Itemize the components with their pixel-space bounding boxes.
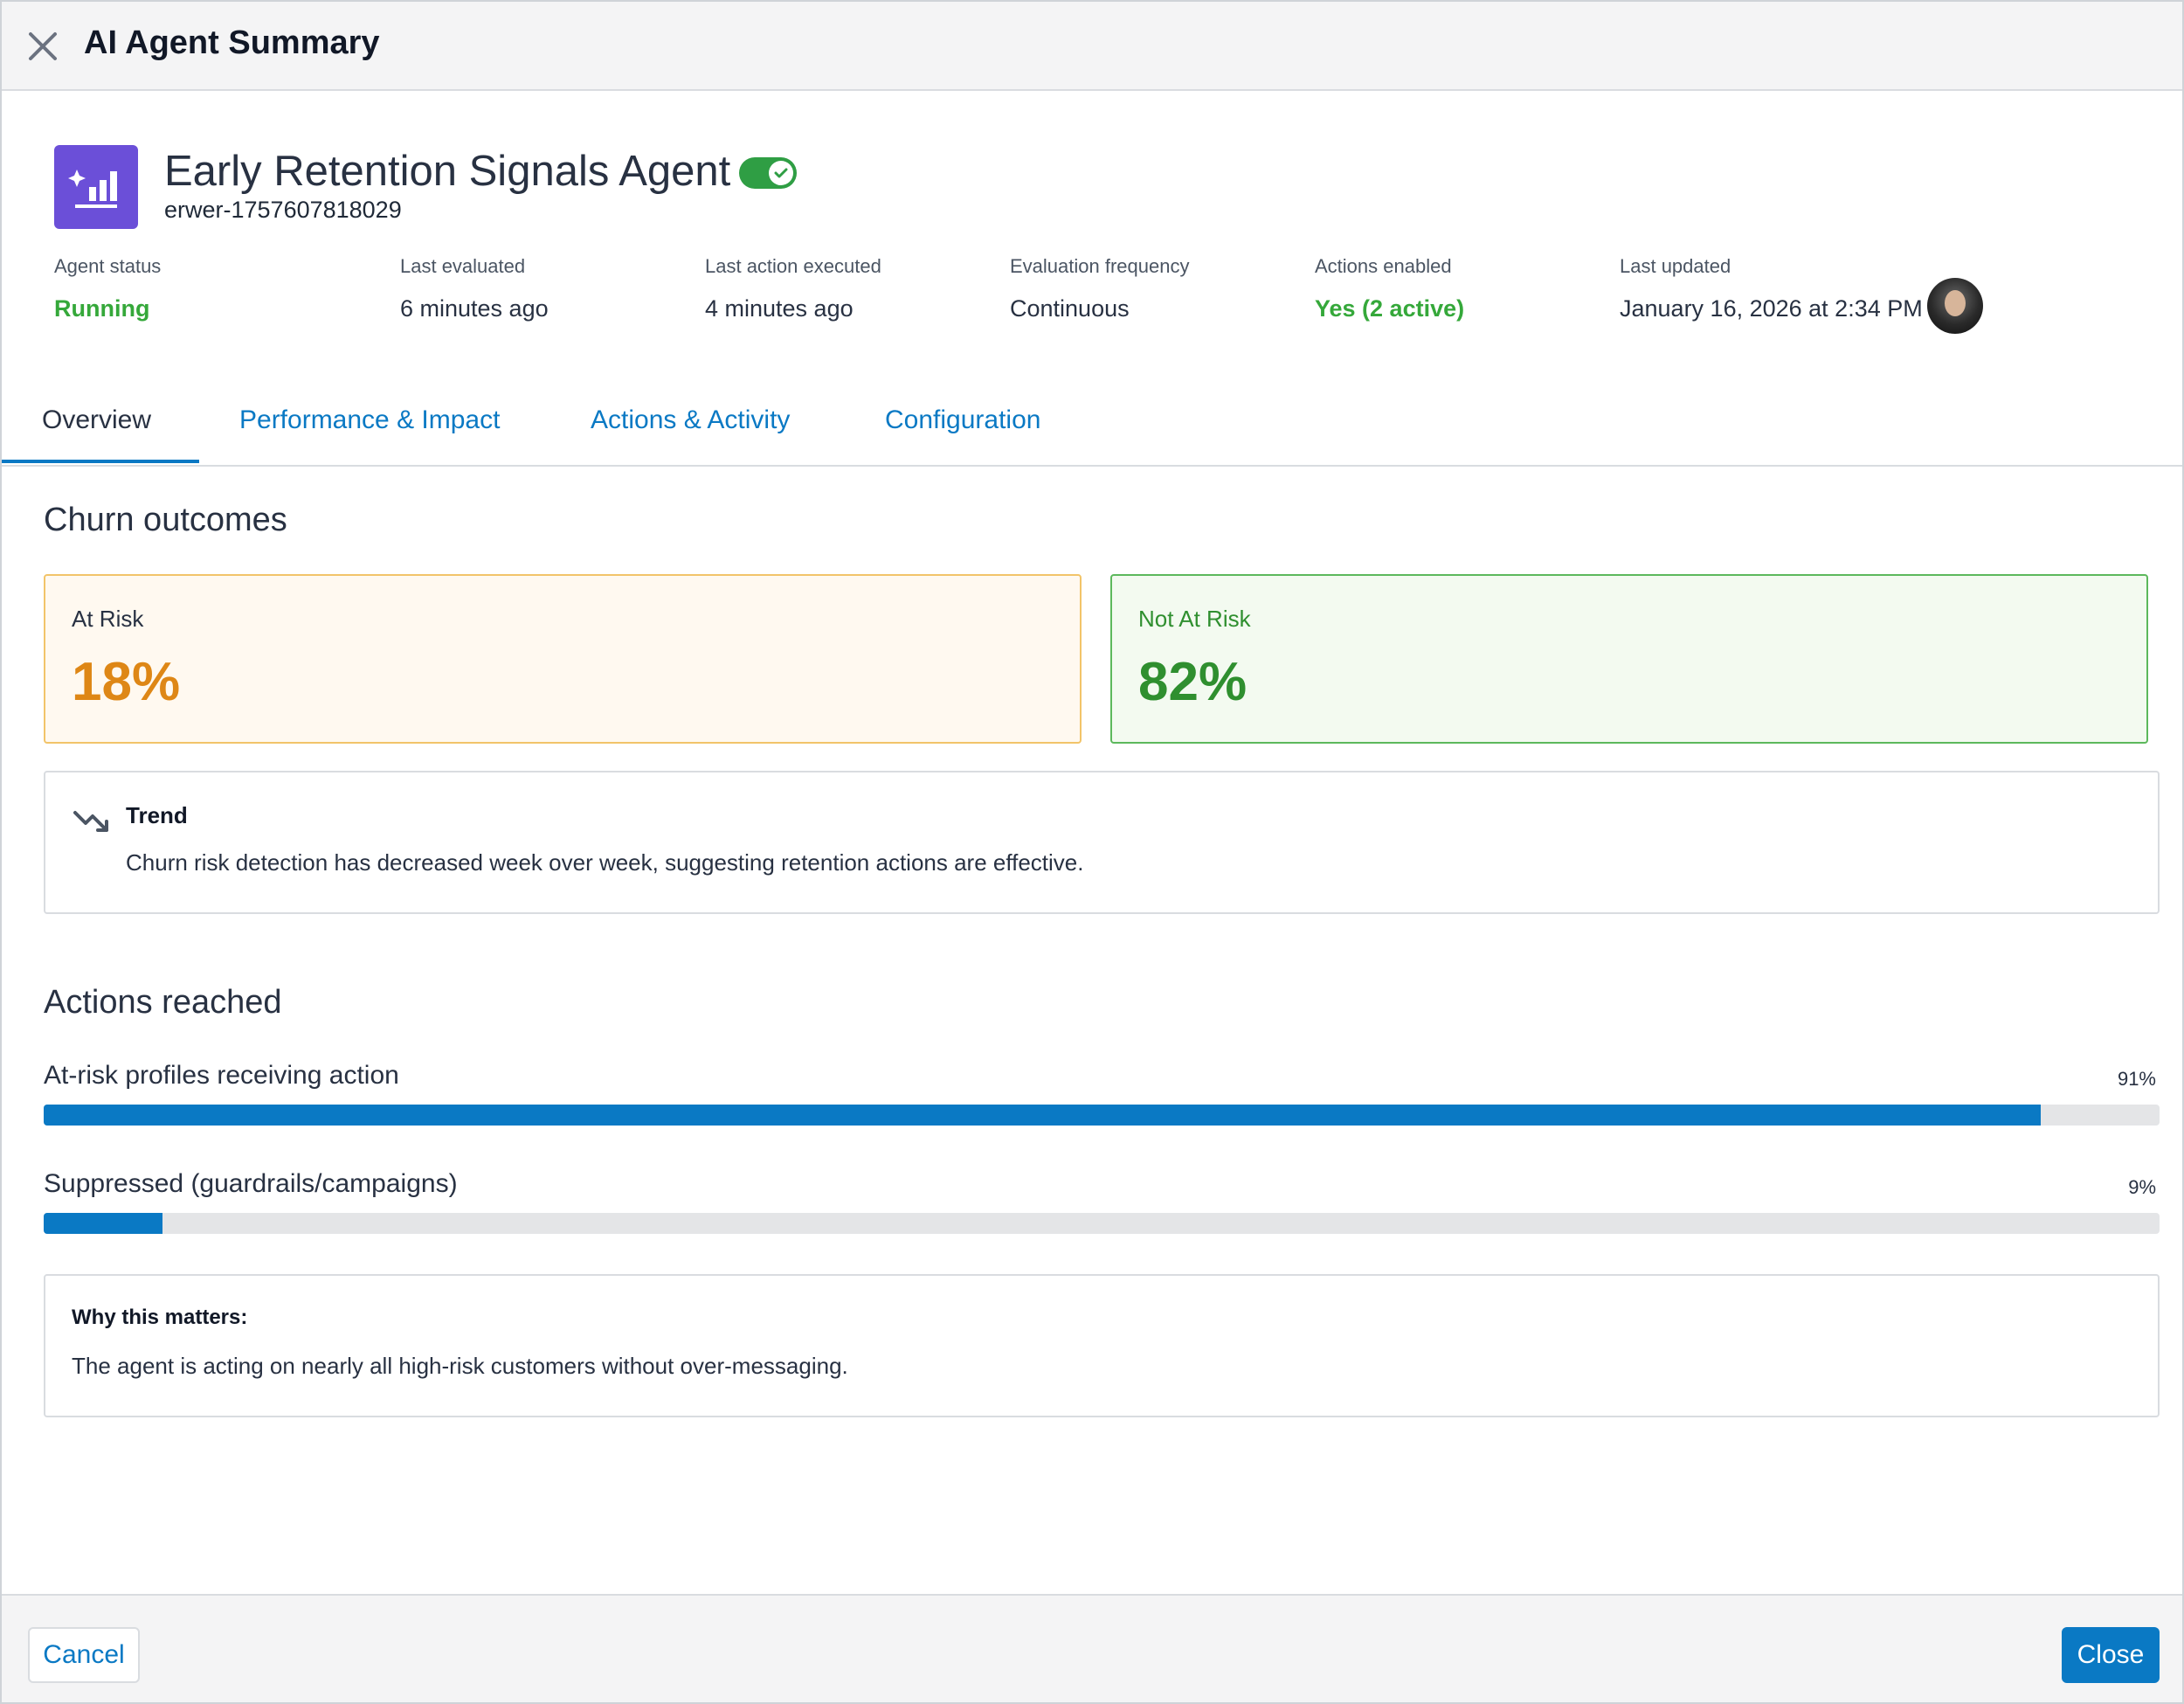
meta-value: Yes (2 active) bbox=[1315, 295, 1465, 322]
at-risk-value: 18% bbox=[72, 652, 181, 712]
meta-label: Agent status bbox=[54, 255, 162, 277]
meta-last-updated: Last updated January 16, 2026 at 2:34 PM bbox=[1620, 255, 1923, 322]
tab-performance-impact[interactable]: Performance & Impact bbox=[239, 405, 501, 434]
active-tab-indicator bbox=[2, 460, 199, 463]
trend-down-icon bbox=[73, 811, 108, 832]
user-avatar[interactable] bbox=[1927, 278, 1983, 334]
modal-header: AI Agent Summary bbox=[2, 2, 2182, 91]
meta-agent-status: Agent status Running bbox=[54, 255, 161, 322]
progress-pct-suppressed: 9% bbox=[2128, 1176, 2156, 1198]
agent-enabled-toggle[interactable] bbox=[739, 157, 797, 189]
at-risk-card: At Risk 18% bbox=[44, 574, 1082, 744]
progress-label-suppressed: Suppressed (guardrails/campaigns) bbox=[44, 1169, 458, 1198]
progress-fill-at-risk bbox=[44, 1105, 2042, 1126]
avatar-face bbox=[1945, 290, 1966, 316]
meta-value: Running bbox=[54, 295, 150, 322]
meta-value: 6 minutes ago bbox=[400, 295, 549, 322]
trend-text: Churn risk detection has decreased week … bbox=[126, 849, 1084, 876]
why-this-matters-box: Why this matters: The agent is acting on… bbox=[44, 1274, 2160, 1417]
progress-track-at-risk bbox=[44, 1105, 2160, 1126]
churn-outcomes-heading: Churn outcomes bbox=[44, 502, 287, 538]
meta-evaluation-frequency: Evaluation frequency Continuous bbox=[1010, 255, 1189, 322]
meta-value: January 16, 2026 at 2:34 PM bbox=[1620, 295, 1923, 322]
meta-value: Continuous bbox=[1010, 295, 1130, 322]
why-text: The agent is acting on nearly all high-r… bbox=[72, 1353, 848, 1379]
modal-footer: Cancel Close bbox=[2, 1594, 2182, 1702]
not-at-risk-card: Not At Risk 82% bbox=[1110, 574, 2148, 744]
close-button[interactable]: Close bbox=[2062, 1627, 2160, 1683]
agent-name: Early Retention Signals Agent bbox=[164, 148, 731, 195]
trend-title: Trend bbox=[126, 802, 188, 828]
meta-value: 4 minutes ago bbox=[705, 295, 854, 322]
meta-label: Actions enabled bbox=[1315, 255, 1452, 277]
meta-last-action: Last action executed 4 minutes ago bbox=[705, 255, 881, 322]
agent-avatar bbox=[54, 145, 138, 229]
meta-actions-enabled: Actions enabled Yes (2 active) bbox=[1315, 255, 1464, 322]
tab-configuration[interactable]: Configuration bbox=[885, 405, 1041, 434]
trend-box: Trend Churn risk detection has decreased… bbox=[44, 771, 2160, 914]
meta-label: Last updated bbox=[1620, 255, 1731, 277]
progress-fill-suppressed bbox=[44, 1213, 162, 1234]
check-icon bbox=[774, 168, 788, 178]
meta-label: Last evaluated bbox=[400, 255, 526, 277]
progress-track-suppressed bbox=[44, 1213, 2160, 1234]
not-at-risk-label: Not At Risk bbox=[1138, 606, 1251, 632]
meta-label: Last action executed bbox=[705, 255, 881, 277]
agent-id: erwer-1757607818029 bbox=[164, 197, 402, 223]
toggle-knob bbox=[769, 161, 793, 185]
tab-actions-activity[interactable]: Actions & Activity bbox=[591, 405, 791, 434]
modal-title: AI Agent Summary bbox=[84, 24, 380, 61]
sparkle-bar-chart-icon bbox=[68, 170, 117, 208]
progress-label-at-risk: At-risk profiles receiving action bbox=[44, 1061, 399, 1090]
tab-bar: Overview Performance & Impact Actions & … bbox=[2, 393, 2182, 467]
not-at-risk-value: 82% bbox=[1138, 652, 1248, 712]
at-risk-label: At Risk bbox=[72, 606, 144, 632]
meta-label: Evaluation frequency bbox=[1010, 255, 1190, 277]
cancel-button[interactable]: Cancel bbox=[28, 1627, 140, 1683]
meta-last-evaluated: Last evaluated 6 minutes ago bbox=[400, 255, 549, 322]
close-icon[interactable] bbox=[28, 31, 58, 61]
actions-reached-heading: Actions reached bbox=[44, 984, 282, 1021]
progress-pct-at-risk: 91% bbox=[2117, 1068, 2156, 1090]
tab-overview[interactable]: Overview bbox=[42, 405, 152, 434]
why-title: Why this matters: bbox=[72, 1306, 248, 1329]
